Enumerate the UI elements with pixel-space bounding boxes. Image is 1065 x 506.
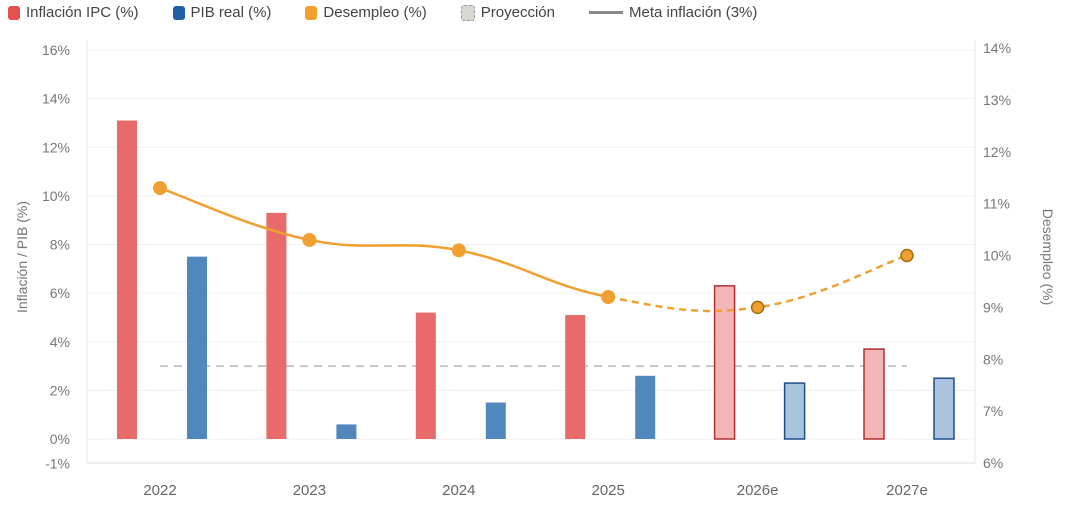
legend-swatch — [588, 11, 623, 14]
bar-pib — [933, 377, 955, 440]
y-tick-label: 16% — [42, 42, 70, 58]
y-tick-label: -1% — [45, 455, 70, 471]
y-tick-label: 2% — [50, 382, 70, 398]
legend-swatch — [172, 5, 185, 20]
bar-inflacion — [713, 285, 736, 440]
y2-axis-label: Desempleo (%) — [1040, 209, 1056, 305]
point-desempleo — [750, 300, 765, 315]
legend-swatch — [8, 5, 20, 20]
y-tick-label: 12% — [42, 139, 70, 155]
legend-item[interactable]: Desempleo (%) — [305, 4, 427, 21]
bar-inflacion — [117, 120, 137, 439]
legend-label: Desempleo (%) — [323, 4, 427, 21]
bar-inflacion — [863, 348, 885, 440]
y2-tick-label: 7% — [983, 403, 1003, 419]
y-tick-label: 14% — [42, 91, 70, 107]
bar-pib — [187, 256, 207, 439]
legend-item[interactable]: Inflación IPC (%) — [8, 4, 139, 21]
legend-label: Proyección — [480, 4, 555, 21]
y-tick-label: 6% — [50, 285, 70, 301]
y2-tick-label: 9% — [983, 299, 1003, 315]
legend-label: Inflación IPC (%) — [26, 4, 139, 21]
y-axis-label: Inflación / PIB (%) — [14, 201, 30, 313]
legend-swatch — [460, 4, 475, 21]
point-desempleo — [302, 232, 317, 247]
y2-tick-label: 12% — [983, 144, 1011, 160]
y-tick-label: 8% — [50, 237, 70, 253]
x-tick-label: 2023 — [293, 482, 326, 499]
line-desempleo — [159, 186, 609, 299]
bar-pib — [635, 375, 656, 439]
legend-item[interactable]: PIB real (%) — [172, 4, 272, 21]
bar-pib — [336, 424, 357, 439]
y-tick-label: 10% — [42, 188, 70, 204]
y2-tick-label: 13% — [983, 92, 1011, 108]
x-tick-label: 2022 — [143, 482, 176, 499]
legend-item[interactable]: Proyección — [460, 4, 555, 21]
y2-tick-label: 6% — [983, 455, 1003, 471]
legend-item[interactable]: Meta inflación (3%) — [588, 4, 758, 21]
point-desempleo — [153, 181, 167, 196]
y2-tick-label: 10% — [983, 248, 1011, 264]
legend: Inflación IPC (%) PIB real (%) Desempleo (… — [8, 4, 757, 21]
y2-tick-label: 14% — [983, 40, 1011, 56]
point-desempleo — [900, 248, 914, 263]
y-tick-label: 0% — [50, 431, 70, 447]
legend-label: PIB real (%) — [190, 4, 272, 21]
y2-tick-label: 11% — [983, 196, 1010, 212]
y-tick-label: 4% — [50, 334, 70, 350]
legend-swatch — [305, 5, 318, 20]
legend-label: Meta inflación (3%) — [628, 4, 758, 21]
x-tick-label: 2025 — [592, 482, 625, 499]
bar-inflacion — [565, 315, 586, 439]
bar-pib — [485, 402, 506, 439]
point-desempleo — [601, 290, 616, 304]
y2-tick-label: 8% — [983, 351, 1003, 367]
bar-inflacion — [415, 312, 436, 439]
bar-inflacion — [266, 212, 287, 439]
x-tick-label: 2027e — [886, 482, 928, 499]
x-tick-label: 2024 — [442, 482, 475, 499]
x-tick-label: 2026e — [737, 482, 779, 499]
point-desempleo — [451, 243, 466, 258]
bar-pib — [783, 382, 806, 440]
